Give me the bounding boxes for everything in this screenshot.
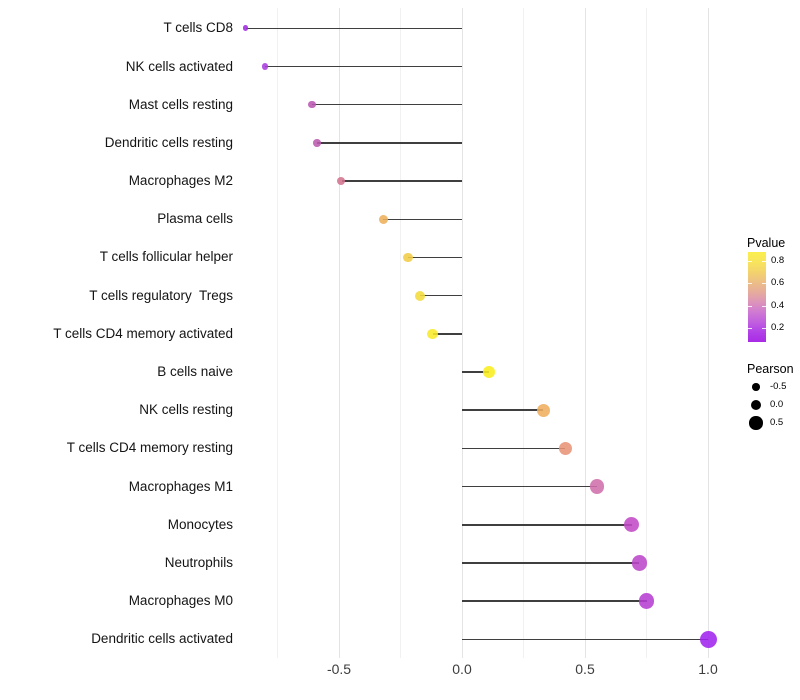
category-label: Dendritic cells resting xyxy=(104,134,233,150)
category-label: Mast cells resting xyxy=(128,96,233,112)
colorbar-tick xyxy=(762,328,766,330)
category-label: Macrophages M0 xyxy=(128,593,233,609)
x-tick-label: 1.0 xyxy=(698,661,718,677)
lollipop-stem xyxy=(462,447,566,450)
lollipop-dot xyxy=(558,441,573,456)
lollipop-dot xyxy=(308,101,316,109)
lollipop-dot xyxy=(590,479,605,494)
category-label: T cells CD4 memory resting xyxy=(66,440,233,456)
category-label: T cells CD4 memory activated xyxy=(53,325,233,341)
category-label: Dendritic cells activated xyxy=(91,631,233,647)
category-label: T cells CD8 xyxy=(163,20,233,36)
lollipop-dot xyxy=(638,593,655,609)
category-label: Macrophages M2 xyxy=(128,173,233,189)
lollipop-stem xyxy=(462,409,544,411)
lollipop-dot xyxy=(262,63,269,70)
lollipop-dot xyxy=(242,25,249,32)
gridline-minor xyxy=(277,8,278,658)
lollipop-stem xyxy=(420,294,462,297)
size-legend-label: 0.0 xyxy=(770,399,784,410)
lollipop-stem xyxy=(462,638,708,640)
colorbar-tick-label: 0.4 xyxy=(771,299,785,311)
size-legend-dot xyxy=(750,399,762,411)
lollipop-dot xyxy=(313,139,321,147)
lollipop-dot xyxy=(427,328,438,339)
lollipop-stem xyxy=(265,65,462,68)
x-tick-label: 0.5 xyxy=(575,661,595,677)
category-label: Plasma cells xyxy=(157,211,233,227)
lollipop-stem xyxy=(432,333,462,335)
lollipop-stem xyxy=(407,256,462,259)
category-label: NK cells activated xyxy=(125,58,233,74)
pearson-legend-title: Pearson xyxy=(747,362,794,376)
size-legend-label: -0.5 xyxy=(770,381,787,392)
gridline-major xyxy=(584,8,586,658)
gridline-minor xyxy=(523,8,524,658)
lollipop-dot xyxy=(378,214,388,224)
colorbar-tick-label: 0.6 xyxy=(771,277,785,289)
lollipop-stem xyxy=(462,600,647,602)
lollipop-dot xyxy=(403,252,413,263)
colorbar-tick xyxy=(762,283,766,285)
gridline-minor xyxy=(646,8,647,658)
colorbar-tick xyxy=(762,305,766,307)
colorbar-tick xyxy=(748,328,752,330)
lollipop-dot xyxy=(624,517,640,533)
lollipop-stem xyxy=(462,485,598,488)
lollipop-stem xyxy=(462,562,640,564)
lollipop-stem xyxy=(245,27,462,30)
category-label: Macrophages M1 xyxy=(128,478,233,494)
lollipop-stem xyxy=(316,142,462,144)
x-tick-label: 0.0 xyxy=(452,661,472,677)
size-legend-dot xyxy=(749,416,763,430)
category-label: Monocytes xyxy=(167,516,233,532)
lollipop-dot xyxy=(415,290,426,301)
lollipop-stem xyxy=(462,524,632,526)
lollipop-dot xyxy=(337,177,346,186)
lollipop-dot xyxy=(631,555,647,571)
colorbar-tick xyxy=(762,260,766,262)
plot-panel xyxy=(236,8,728,658)
lollipop-stem xyxy=(462,371,490,373)
pvalue-colorbar xyxy=(748,252,766,342)
category-label: NK cells resting xyxy=(139,402,233,418)
colorbar-tick-label: 0.2 xyxy=(771,322,785,334)
category-label: Neutrophils xyxy=(164,554,233,570)
lollipop-stem xyxy=(341,180,462,182)
x-tick-label: -0.5 xyxy=(326,661,352,677)
size-legend-dot xyxy=(752,383,760,391)
category-label: T cells regulatory Tregs xyxy=(89,287,233,303)
lollipop-dot xyxy=(536,403,550,417)
lollipop-stem xyxy=(383,218,462,220)
gridline-major xyxy=(461,8,463,658)
colorbar-tick xyxy=(748,305,752,307)
lollipop-dot xyxy=(699,630,717,648)
lollipop-dot xyxy=(483,366,495,378)
category-label: B cells naive xyxy=(157,364,233,379)
category-label: T cells follicular helper xyxy=(99,249,233,265)
gridline-minor xyxy=(400,8,401,658)
gridline-major xyxy=(338,8,340,658)
lollipop-stem xyxy=(311,103,462,106)
colorbar-tick xyxy=(748,283,752,285)
gridline-major xyxy=(707,8,709,658)
colorbar-tick-label: 0.8 xyxy=(771,254,785,266)
size-legend-label: 0.5 xyxy=(770,417,784,428)
pvalue-legend-title: Pvalue xyxy=(747,236,786,250)
colorbar-tick xyxy=(748,260,752,262)
